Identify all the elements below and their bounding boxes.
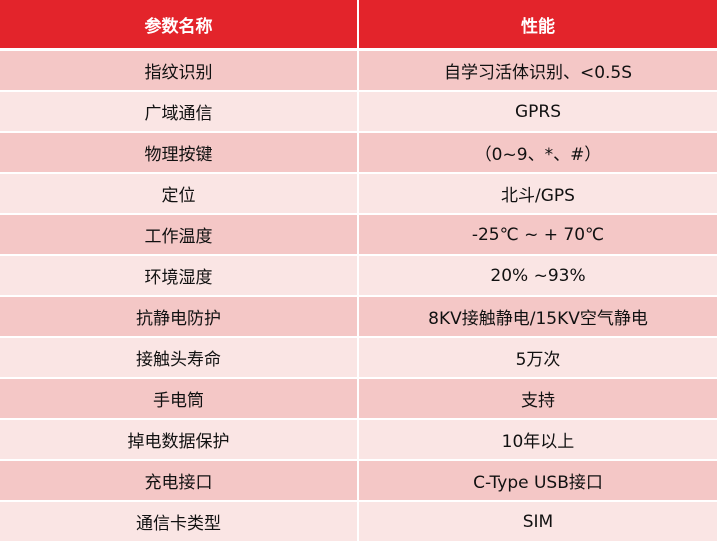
- param-value-cell: -25℃ ~ + 70℃: [358, 214, 717, 256]
- param-value-cell: 北斗/GPS: [358, 173, 717, 215]
- table-row: 通信卡类型 SIM: [0, 501, 717, 543]
- column-header-performance: 性能: [358, 0, 717, 51]
- param-name-cell: 广域通信: [0, 91, 359, 133]
- table-row: 广域通信 GPRS: [0, 91, 717, 133]
- param-value-cell: （0~9、*、#）: [358, 132, 717, 174]
- table-row: 抗静电防护 8KV接触静电/15KV空气静电: [0, 296, 717, 338]
- table-row: 充电接口 C-Type USB接口: [0, 460, 717, 502]
- param-value-cell: 支持: [358, 378, 717, 420]
- table-row: 掉电数据保护 10年以上: [0, 419, 717, 461]
- param-name-cell: 充电接口: [0, 460, 359, 502]
- param-name-cell: 抗静电防护: [0, 296, 359, 338]
- param-value-cell: 自学习活体识别、<0.5S: [358, 49, 717, 92]
- table-row: 物理按键 （0~9、*、#）: [0, 132, 717, 174]
- param-value-cell: C-Type USB接口: [358, 460, 717, 502]
- param-value-cell: SIM: [358, 501, 717, 543]
- param-name-cell: 环境湿度: [0, 255, 359, 297]
- table-header-row: 参数名称 性能: [0, 0, 717, 51]
- param-value-cell: 5万次: [358, 337, 717, 379]
- param-value-cell: 8KV接触静电/15KV空气静电: [358, 296, 717, 338]
- param-value-cell: 10年以上: [358, 419, 717, 461]
- param-name-cell: 通信卡类型: [0, 501, 359, 543]
- table-row: 环境湿度 20% ~93%: [0, 255, 717, 297]
- param-name-cell: 掉电数据保护: [0, 419, 359, 461]
- table-row: 手电筒 支持: [0, 378, 717, 420]
- param-value-cell: GPRS: [358, 91, 717, 133]
- column-header-param: 参数名称: [0, 0, 359, 51]
- param-name-cell: 物理按键: [0, 132, 359, 174]
- table-row: 工作温度 -25℃ ~ + 70℃: [0, 214, 717, 256]
- table-row: 接触头寿命 5万次: [0, 337, 717, 379]
- param-name-cell: 工作温度: [0, 214, 359, 256]
- param-name-cell: 接触头寿命: [0, 337, 359, 379]
- table-row: 指纹识别 自学习活体识别、<0.5S: [0, 49, 717, 92]
- param-value-cell: 20% ~93%: [358, 255, 717, 297]
- param-name-cell: 定位: [0, 173, 359, 215]
- param-name-cell: 指纹识别: [0, 49, 359, 92]
- table-row: 定位 北斗/GPS: [0, 173, 717, 215]
- param-name-cell: 手电筒: [0, 378, 359, 420]
